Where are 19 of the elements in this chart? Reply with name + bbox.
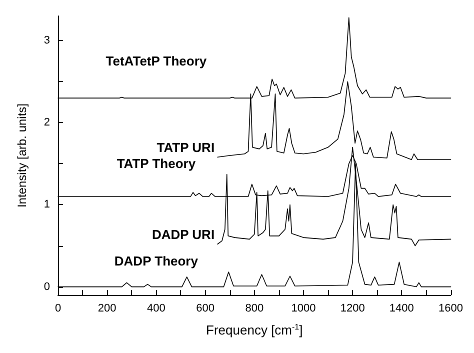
text: TetATetP Theory (106, 54, 208, 69)
series-label: DADP URI (152, 227, 215, 242)
x-tick-label: 1000 (291, 302, 316, 314)
series-label: TATP Theory (116, 156, 196, 172)
x-tick-label: 800 (245, 302, 264, 314)
y-tick-label: 2 (44, 116, 50, 129)
y-tick-label: 0 (44, 280, 50, 293)
y-tick-label: 1 (44, 198, 50, 211)
x-tick-label: 1200 (340, 302, 365, 314)
x-tick-label: 1400 (389, 302, 414, 314)
series-label: TATP URI (156, 140, 215, 156)
x-tick-label: 200 (98, 302, 116, 314)
x-tick-label: 600 (196, 302, 214, 314)
x-tick-label: 0 (54, 302, 62, 314)
x-tick-label: 1600 (438, 302, 464, 314)
x-tick-label: 400 (147, 302, 166, 314)
series-label: DADP Theory (114, 253, 199, 268)
y-tick-label: 3 (44, 34, 50, 47)
y-axis-title: Intensity [arb. units] (15, 103, 29, 208)
